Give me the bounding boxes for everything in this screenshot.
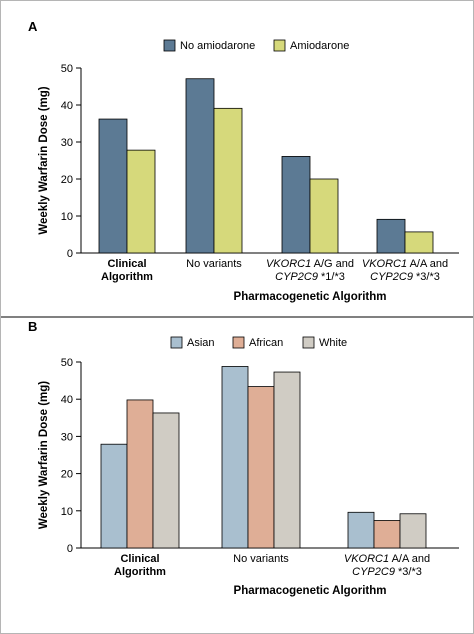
- category-label-clinical-line-1: Algorithm: [101, 271, 153, 283]
- x-axis-title: Pharmacogenetic Algorithm: [234, 585, 387, 597]
- y-tick-label: 30: [61, 137, 73, 149]
- bar-vkorc1-aa-asian: [347, 511, 375, 549]
- y-axis-title: Weekly Warfarin Dose (mg): [38, 86, 50, 234]
- genotype: A/G and: [311, 258, 354, 270]
- bar-clinical-african: [126, 399, 154, 549]
- bar-no-variants-african: [247, 386, 275, 549]
- bar-vkorc1-aa-african: [373, 520, 401, 549]
- panel-a: A 0 10 20 30 40 50 Weekly Warfarin Dose (mg) No …: [28, 19, 459, 303]
- category-label-vkorc1-aa-line-1: CYP2C9 *3/*3: [352, 566, 422, 578]
- gene-name: VKORC1: [362, 258, 407, 270]
- y-tick-label: 20: [61, 469, 73, 481]
- gene-name: CYP2C9: [275, 271, 318, 283]
- gene-name: CYP2C9: [370, 271, 413, 283]
- panel-letter: B: [28, 319, 37, 334]
- genotype: *3/*3: [413, 271, 440, 283]
- legend-label-asian: Asian: [187, 337, 215, 349]
- y-tick-label: 50: [61, 357, 73, 369]
- bar-clinical-amiodarone: [126, 149, 156, 254]
- bar-vkorc1-aa-white: [399, 513, 427, 549]
- bar-vkorc1-ag-no-amiodarone: [281, 156, 311, 254]
- bar-no-variants-asian: [221, 366, 249, 549]
- gene-name: CYP2C9: [352, 566, 395, 578]
- legend-swatch-african: [232, 336, 245, 349]
- panel-b: B 0 10 20 30 40 50 Weekly Warfarin Dose (mg) Asi…: [28, 319, 459, 597]
- bar-no-variants-white: [273, 371, 301, 549]
- category-label-clinical-line-0: Clinical: [120, 553, 159, 565]
- gene-name: VKORC1: [266, 258, 311, 270]
- genotype: *3/*3: [395, 566, 422, 578]
- legend-label-amiodarone: Amiodarone: [290, 40, 349, 52]
- gene-name: VKORC1: [344, 553, 389, 565]
- category-label-vkorc1-aa-line-0: VKORC1 A/A and: [344, 553, 430, 565]
- legend-swatch-no-amiodarone: [163, 39, 176, 52]
- category-label-no-variants-line-0: No variants: [186, 258, 242, 270]
- y-tick-label: 30: [61, 431, 73, 443]
- legend-swatch-white: [302, 336, 315, 349]
- y-tick-label: 10: [61, 506, 73, 518]
- category-label-vkorc1-aa-line-1: CYP2C9 *3/*3: [370, 271, 440, 283]
- y-tick-label: 50: [61, 63, 73, 75]
- x-axis-title: Pharmacogenetic Algorithm: [234, 291, 387, 303]
- bar-vkorc1-ag-amiodarone: [309, 178, 339, 254]
- legend-label-no-amiodarone: No amiodarone: [180, 40, 255, 52]
- genotype: A/A and: [389, 553, 430, 565]
- category-label-vkorc1-ag-line-0: VKORC1 A/G and: [266, 258, 354, 270]
- category-label-no-variants-line-0: No variants: [233, 553, 289, 565]
- bar-clinical-no-amiodarone: [98, 118, 128, 254]
- y-tick-label: 40: [61, 394, 73, 406]
- bar-vkorc1-aa-amiodarone: [404, 231, 434, 254]
- legend-swatch-amiodarone: [273, 39, 286, 52]
- y-tick-label: 20: [61, 174, 73, 186]
- bar-no-variants-no-amiodarone: [185, 78, 215, 254]
- legend-label-african: African: [249, 337, 283, 349]
- category-label-vkorc1-aa-line-0: VKORC1 A/A and: [362, 258, 448, 270]
- y-tick-label: 10: [61, 211, 73, 223]
- genotype: A/A and: [407, 258, 448, 270]
- bar-clinical-white: [152, 412, 180, 549]
- y-tick-label: 0: [67, 248, 73, 260]
- bar-vkorc1-aa-no-amiodarone: [376, 218, 406, 254]
- bar-clinical-asian: [100, 443, 128, 549]
- category-label-clinical-line-1: Algorithm: [114, 566, 166, 578]
- y-tick-label: 40: [61, 100, 73, 112]
- bar-no-variants-amiodarone: [213, 107, 243, 254]
- genotype: *1/*3: [318, 271, 345, 283]
- panel-letter: A: [28, 19, 38, 34]
- legend-swatch-asian: [170, 336, 183, 349]
- category-label-vkorc1-ag-line-1: CYP2C9 *1/*3: [275, 271, 345, 283]
- category-label-clinical-line-0: Clinical: [107, 258, 146, 270]
- y-axis-title: Weekly Warfarin Dose (mg): [38, 381, 50, 529]
- legend-label-white: White: [319, 337, 347, 349]
- y-tick-label: 0: [67, 543, 73, 555]
